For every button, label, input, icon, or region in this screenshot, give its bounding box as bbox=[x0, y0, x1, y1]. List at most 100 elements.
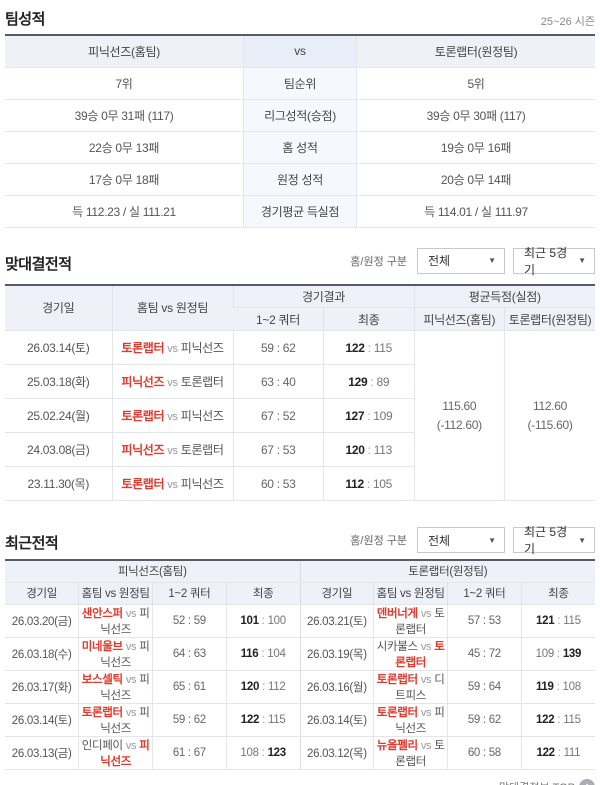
chevron-down-icon: ▼ bbox=[488, 535, 496, 545]
away-team: 토론랩터 bbox=[180, 375, 224, 389]
scroll-top-link[interactable]: 맞대결정보 TOP ↑ bbox=[499, 778, 595, 785]
table-row: 득 112.23 / 실 111.21 경기평균 득실점 득 114.01 / … bbox=[5, 195, 595, 228]
col-half: 1~2 쿼터 bbox=[447, 582, 522, 605]
home-value: 17승 0무 18패 bbox=[5, 163, 244, 196]
home-value: 22승 0무 13패 bbox=[5, 131, 244, 164]
col-final: 최종 bbox=[225, 582, 300, 605]
home-value: 7위 bbox=[5, 67, 244, 100]
matchup: 토론랩터 vs 피닉선즈 bbox=[111, 330, 233, 365]
left-team-header: 피닉선즈(홈팀) bbox=[5, 560, 300, 583]
final-score: 120:112 bbox=[225, 670, 300, 704]
final-score: 121:115 bbox=[520, 604, 595, 638]
col-final: 최종 bbox=[323, 307, 414, 331]
away-value: 19승 0무 16패 bbox=[356, 131, 595, 164]
col-final: 최종 bbox=[520, 582, 595, 605]
away-team: 토론랩터 bbox=[395, 739, 445, 768]
table-row: 7위 팀순위 5위 bbox=[5, 67, 595, 100]
home-away-filter-label: 홈/원정 구분 bbox=[350, 535, 407, 547]
final-score: 122:115 bbox=[323, 330, 414, 365]
half-score: 57 : 53 bbox=[447, 604, 522, 638]
away-value: 득 114.01 / 실 111.97 bbox=[356, 195, 595, 228]
matchup: 토론랩터 vs 피닉선즈 bbox=[111, 466, 233, 501]
away-team: 피닉선즈 bbox=[180, 409, 224, 423]
matchup: 토론랩터 vs 피닉선즈 bbox=[111, 398, 233, 433]
season-label: 25~26 시즌 bbox=[540, 16, 595, 28]
final-score: 101:100 bbox=[225, 604, 300, 638]
half-score: 65 : 61 bbox=[152, 670, 227, 704]
table-row: 22승 0무 13패 홈 성적 19승 0무 16패 bbox=[5, 131, 595, 164]
table-row: 17승 0무 18패 원정 성적 20승 0무 14패 bbox=[5, 163, 595, 196]
home-away-select[interactable]: 전체 ▼ bbox=[417, 527, 505, 553]
half-score: 59 : 62 bbox=[447, 703, 522, 737]
col-matchup: 홈팀 vs 원정팀 bbox=[111, 284, 233, 331]
home-team: 미네울브 bbox=[81, 640, 123, 653]
recent-row: 26.03.18(수) 미네울브 vs 피닉선즈 64 : 63 116:104 2… bbox=[5, 637, 595, 671]
col-half: 1~2 쿼터 bbox=[152, 582, 227, 605]
half-score: 63 : 40 bbox=[232, 364, 324, 399]
home-team: 뉴올펠리 bbox=[376, 739, 418, 752]
final-score: 122:115 bbox=[225, 703, 300, 737]
game-date: 23.11.30(목) bbox=[5, 466, 112, 501]
avg-points-away: 112.60 (-115.60) bbox=[504, 330, 595, 501]
matchup: 인디페이 vs 피닉선즈 bbox=[78, 736, 153, 770]
col-avg-home: 피닉선즈(홈팀) bbox=[413, 307, 505, 331]
away-team-header: 토론랩터(원정팀) bbox=[356, 35, 595, 68]
game-count-select[interactable]: 최근 5경기 ▼ bbox=[513, 525, 595, 556]
h2h-row: 25.03.18(화) 피닉선즈 vs 토론랩터 63 : 40 129:89 bbox=[5, 364, 595, 399]
matchup: 덴버너게 vs 토론랩터 bbox=[373, 604, 448, 638]
half-score: 59 : 62 bbox=[232, 330, 324, 365]
h2h-row: 23.11.30(목) 토론랩터 vs 피닉선즈 60 : 53 112:105 bbox=[5, 466, 595, 501]
game-count-select[interactable]: 최근 5경기 ▼ bbox=[513, 246, 595, 277]
home-value: 득 112.23 / 실 111.21 bbox=[5, 195, 244, 228]
col-date: 경기일 bbox=[5, 582, 79, 605]
vs-header: vs bbox=[243, 35, 357, 68]
home-team: 덴버너게 bbox=[376, 607, 418, 620]
h2h-row: 24.03.08(금) 피닉선즈 vs 토론랩터 67 : 53 120:113 bbox=[5, 432, 595, 467]
half-score: 67 : 53 bbox=[232, 432, 324, 467]
matchup: 시카불스 vs 토론랩터 bbox=[373, 637, 448, 671]
final-score: 109:139 bbox=[520, 637, 595, 671]
away-team: 피닉선즈 bbox=[100, 640, 150, 669]
table-row: 39승 0무 31패 (117) 리그성적(승점) 39승 0무 30패 (11… bbox=[5, 99, 595, 132]
game-date: 25.03.18(화) bbox=[5, 364, 112, 399]
team-stats-table: 피닉선즈(홈팀) vs 토론랩터(원정팀) 7위 팀순위 5위 39승 0무 3… bbox=[5, 34, 595, 228]
away-team: 토론랩터 bbox=[180, 443, 224, 457]
game-date: 26.03.14(토) bbox=[5, 703, 79, 737]
final-score: 120:113 bbox=[323, 432, 414, 467]
home-team: 토론랩터 bbox=[376, 673, 418, 686]
home-team-header: 피닉선즈(홈팀) bbox=[5, 35, 244, 68]
col-date: 경기일 bbox=[299, 582, 374, 605]
col-avg-away: 토론랩터(원정팀) bbox=[504, 307, 595, 331]
game-date: 26.03.17(화) bbox=[5, 670, 79, 704]
away-team: 피닉선즈 bbox=[180, 477, 224, 491]
home-team: 토론랩터 bbox=[121, 409, 165, 423]
col-group-avg: 평균득점(실점) bbox=[413, 284, 595, 308]
away-team: 토론랩터 bbox=[395, 640, 445, 669]
away-team: 피닉선즈 bbox=[100, 739, 150, 768]
final-score: 112:105 bbox=[323, 466, 414, 501]
game-date: 26.03.13(금) bbox=[5, 736, 79, 770]
home-team: 토론랩터 bbox=[376, 706, 418, 719]
vs-label: vs bbox=[167, 377, 178, 389]
matchup: 토론랩터 vs 피닉선즈 bbox=[78, 703, 153, 737]
recent-table: 피닉선즈(홈팀) 토론랩터(원정팀) 경기일 홈팀 vs 원정팀 1~2 쿼터 … bbox=[5, 559, 595, 770]
recent-title: 최근전적 bbox=[5, 535, 59, 552]
right-team-header: 토론랩터(원정팀) bbox=[299, 560, 595, 583]
matchup: 보스셀틱 vs 피닉선즈 bbox=[78, 670, 153, 704]
game-date: 26.03.14(토) bbox=[5, 330, 112, 365]
home-team: 시카불스 bbox=[376, 640, 418, 653]
home-away-filter-label: 홈/원정 구분 bbox=[350, 255, 407, 268]
chevron-down-icon: ▼ bbox=[488, 256, 496, 265]
recent-records-section: 최근전적 홈/원정 구분 전체 ▼ 최근 5경기 ▼ 피닉선즈(홈팀) 토론랩터… bbox=[5, 525, 595, 785]
vs-label: vs bbox=[167, 343, 178, 355]
home-away-select[interactable]: 전체 ▼ bbox=[417, 247, 505, 274]
stat-label: 원정 성적 bbox=[243, 163, 357, 196]
matchup: 토론랩터 vs 피닉선즈 bbox=[373, 703, 448, 737]
half-score: 60 : 58 bbox=[447, 736, 522, 770]
matchup: 미네울브 vs 피닉선즈 bbox=[78, 637, 153, 671]
team-stats-title: 팀성적 bbox=[5, 11, 45, 28]
stat-label: 경기평균 득실점 bbox=[243, 195, 357, 228]
final-score: 119:108 bbox=[520, 670, 595, 704]
half-score: 67 : 52 bbox=[232, 398, 324, 433]
